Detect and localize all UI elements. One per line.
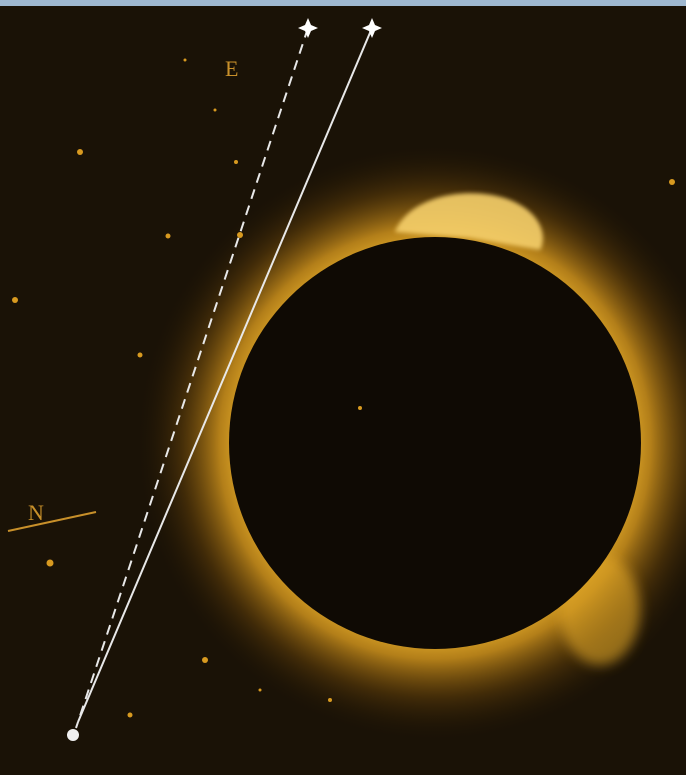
east-label: E bbox=[225, 56, 238, 81]
prominence bbox=[395, 193, 543, 250]
star-marker bbox=[362, 18, 382, 38]
dashed-path bbox=[75, 27, 309, 729]
north-label: N bbox=[28, 500, 44, 525]
solid-path bbox=[77, 27, 373, 723]
star-marker bbox=[298, 18, 318, 38]
star-specks bbox=[12, 58, 675, 718]
end-dot bbox=[67, 729, 79, 741]
north-line bbox=[7, 511, 97, 532]
moon-disk bbox=[229, 237, 641, 649]
